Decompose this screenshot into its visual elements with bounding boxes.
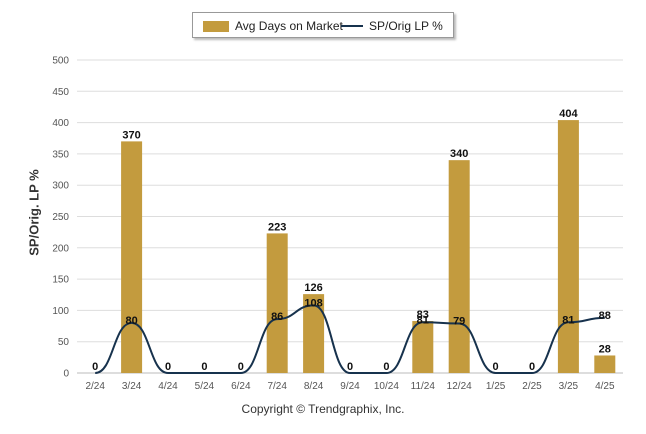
y-tick-label: 400 bbox=[52, 118, 69, 129]
y-tick-label: 0 bbox=[63, 369, 69, 380]
bar bbox=[303, 294, 325, 373]
bar-data-label: 0 bbox=[238, 361, 244, 373]
x-tick-label: 4/25 bbox=[595, 381, 615, 392]
legend-item-line: SP/Orig LP % bbox=[341, 19, 443, 33]
bar-data-label: 126 bbox=[304, 282, 322, 294]
bar-data-label: 0 bbox=[383, 361, 389, 373]
bar-data-label: 404 bbox=[559, 108, 578, 120]
x-tick-label: 9/24 bbox=[340, 381, 360, 392]
x-tick-label: 6/24 bbox=[231, 381, 251, 392]
bar-data-label: 340 bbox=[450, 148, 468, 160]
y-tick-label: 150 bbox=[52, 275, 69, 286]
bar bbox=[448, 160, 470, 373]
legend-bar-label: Avg Days on Market bbox=[235, 19, 343, 33]
x-tick-label: 11/24 bbox=[411, 381, 436, 392]
x-tick-label: 4/24 bbox=[158, 381, 178, 392]
bar-data-label: 83 bbox=[417, 309, 429, 321]
line-data-label: 86 bbox=[271, 311, 283, 323]
line-data-label: 80 bbox=[125, 315, 137, 327]
x-tick-label: 1/25 bbox=[486, 381, 506, 392]
line-data-label: 88 bbox=[599, 310, 611, 322]
bar-data-label: 0 bbox=[493, 361, 499, 373]
bar-data-label: 28 bbox=[599, 343, 611, 355]
y-tick-label: 300 bbox=[52, 181, 69, 192]
copyright-footer: Copyright © Trendgraphix, Inc. bbox=[241, 402, 405, 416]
x-tick-label: 2/24 bbox=[85, 381, 105, 392]
bar-data-label: 0 bbox=[92, 361, 98, 373]
legend-line-label: SP/Orig LP % bbox=[369, 19, 443, 33]
legend: Avg Days on Market SP/Orig LP % bbox=[192, 12, 454, 38]
line-data-label: 81 bbox=[562, 314, 574, 326]
legend-line-swatch bbox=[341, 25, 363, 27]
series-line bbox=[94, 304, 605, 374]
x-tick-label: 5/24 bbox=[195, 381, 215, 392]
bar-data-label: 0 bbox=[165, 361, 171, 373]
y-tick-label: 350 bbox=[52, 149, 69, 160]
line-data-label: 79 bbox=[453, 316, 465, 328]
line-data-label: 108 bbox=[304, 297, 322, 309]
x-tick-label: 10/24 bbox=[374, 381, 399, 392]
bar-data-label: 0 bbox=[347, 361, 353, 373]
bar bbox=[557, 120, 579, 373]
x-tick-label: 3/25 bbox=[559, 381, 579, 392]
bar bbox=[121, 141, 143, 373]
y-tick-label: 500 bbox=[52, 56, 69, 67]
bar bbox=[412, 321, 434, 373]
x-tick-label: 3/24 bbox=[122, 381, 142, 392]
bar-data-label: 223 bbox=[268, 221, 286, 233]
bar-data-label: 0 bbox=[201, 361, 207, 373]
bar bbox=[594, 355, 616, 373]
x-tick-label: 2/25 bbox=[522, 381, 542, 392]
line-data-label: 81 bbox=[417, 314, 429, 326]
legend-item-bar: Avg Days on Market bbox=[203, 19, 343, 33]
bar-data-label: 370 bbox=[122, 129, 140, 141]
x-tick-label: 8/24 bbox=[304, 381, 324, 392]
y-tick-label: 450 bbox=[52, 87, 69, 98]
y-tick-label: 100 bbox=[52, 306, 69, 317]
legend-bar-swatch bbox=[203, 20, 229, 32]
x-tick-label: 12/24 bbox=[447, 381, 472, 392]
y-tick-label: 50 bbox=[58, 337, 70, 348]
bar bbox=[266, 233, 288, 373]
bar-data-label: 0 bbox=[529, 361, 535, 373]
y-tick-label: 200 bbox=[52, 243, 69, 254]
x-tick-label: 7/24 bbox=[267, 381, 287, 392]
y-tick-label: 250 bbox=[52, 212, 69, 223]
